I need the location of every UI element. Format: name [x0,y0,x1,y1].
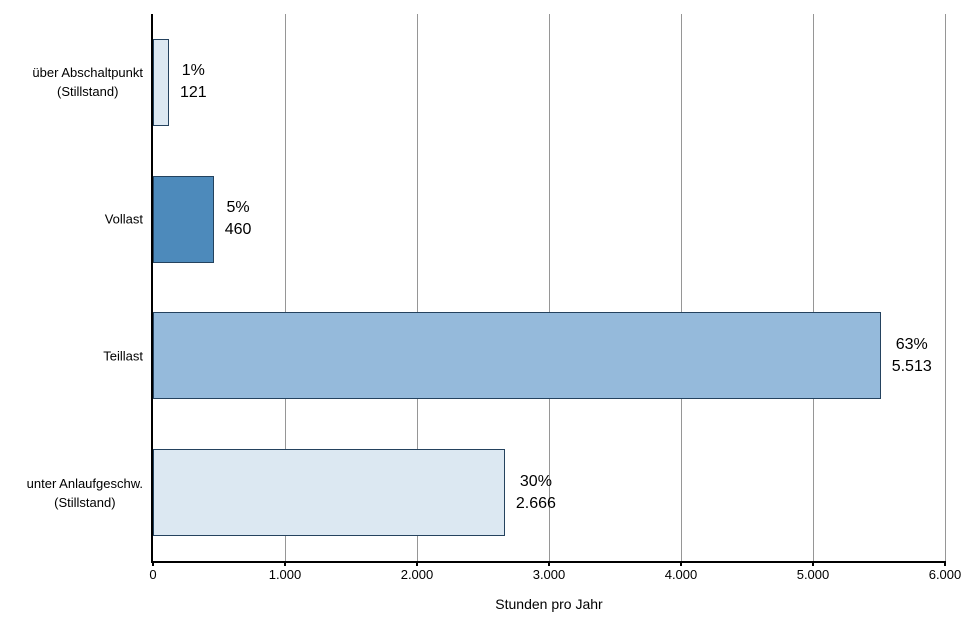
bar-data-label: 30% 2.666 [516,471,556,515]
x-axis-tick [680,561,682,566]
gridline-3.000 [548,14,550,561]
bar-value-label: 2.666 [515,494,556,512]
category-label-line: Vollast [104,211,143,227]
gridline-4.000 [680,14,682,561]
x-axis-tick-label: 5.000 [796,567,830,582]
bar-data-label: 1% 121 [180,60,207,104]
x-axis-tick-label: 2.000 [400,567,434,582]
bar-teillast [153,312,881,400]
bar--ber-abschaltpunkt-stillstand- [153,38,169,126]
bar-data-label: 5% 460 [225,197,252,241]
category-label-line: (Stillstand) [57,84,119,100]
x-axis-tick-label: 3.000 [532,567,566,582]
bar-value-label: 5.513 [891,357,932,375]
category-label-line: über Abschaltpunkt [32,65,143,81]
gridline-6.000 [944,14,946,561]
bar-vollast [153,175,214,263]
bar-percent-label: 63% [895,335,928,353]
x-axis-tick [284,561,286,566]
x-axis-tick-label: 0 [149,567,157,582]
x-axis-tick [416,561,418,566]
x-axis-tick [548,561,550,566]
category-label: Teillast [103,346,143,365]
category-label-line: unter Anlaufgeschw. [26,475,143,491]
x-axis-line [151,561,945,563]
gridline-2.000 [416,14,418,561]
bar-percent-label: 5% [226,199,250,217]
x-axis-tick-label: 1.000 [268,567,302,582]
category-label-line: (Stillstand) [54,494,116,510]
x-axis-tick [944,561,946,566]
bar-data-label: 63% 5.513 [892,334,932,378]
gridline-1.000 [284,14,286,561]
x-axis-tick-label: 4.000 [664,567,698,582]
bar-percent-label: 1% [181,62,205,80]
bar-unter-anlaufgeschw-stillstand- [153,449,505,537]
bar-value-label: 121 [179,84,207,102]
x-axis-tick [152,561,154,566]
x-axis-tick [812,561,814,566]
x-axis-title: Stunden pro Jahr [495,596,603,612]
bar-percent-label: 30% [519,472,552,490]
gridline-5.000 [812,14,814,561]
bar-value-label: 460 [224,221,252,239]
category-label-line: Teillast [103,348,143,364]
category-label: unter Anlaufgeschw. (Stillstand) [27,474,143,512]
category-label: Vollast [105,210,143,229]
x-axis-tick-label: 6.000 [928,567,962,582]
y-axis-line [151,14,153,563]
category-label: über Abschaltpunkt (Stillstand) [32,63,143,101]
